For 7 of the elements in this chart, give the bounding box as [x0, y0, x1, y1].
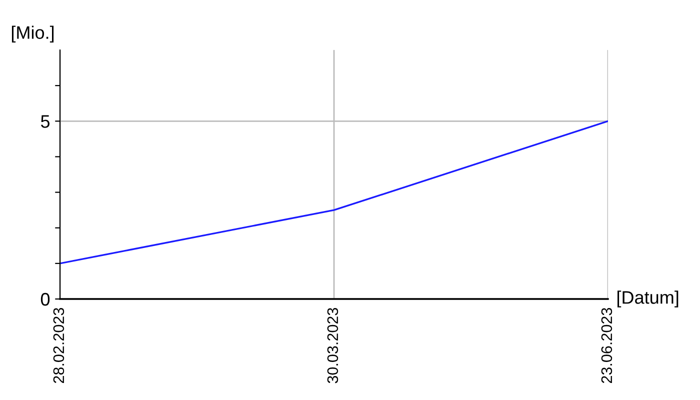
x-tick-label: 30.03.2023	[327, 308, 338, 384]
y-tick-label: 5	[40, 115, 50, 128]
x-axis-title: [Datum]	[618, 290, 678, 308]
y-tick-label: 0	[40, 292, 50, 306]
x-tick-label: 28.02.2023	[53, 308, 64, 384]
y-axis-title: [Mio.]	[12, 26, 54, 43]
x-tick-label: 23.06.2023	[601, 308, 612, 384]
